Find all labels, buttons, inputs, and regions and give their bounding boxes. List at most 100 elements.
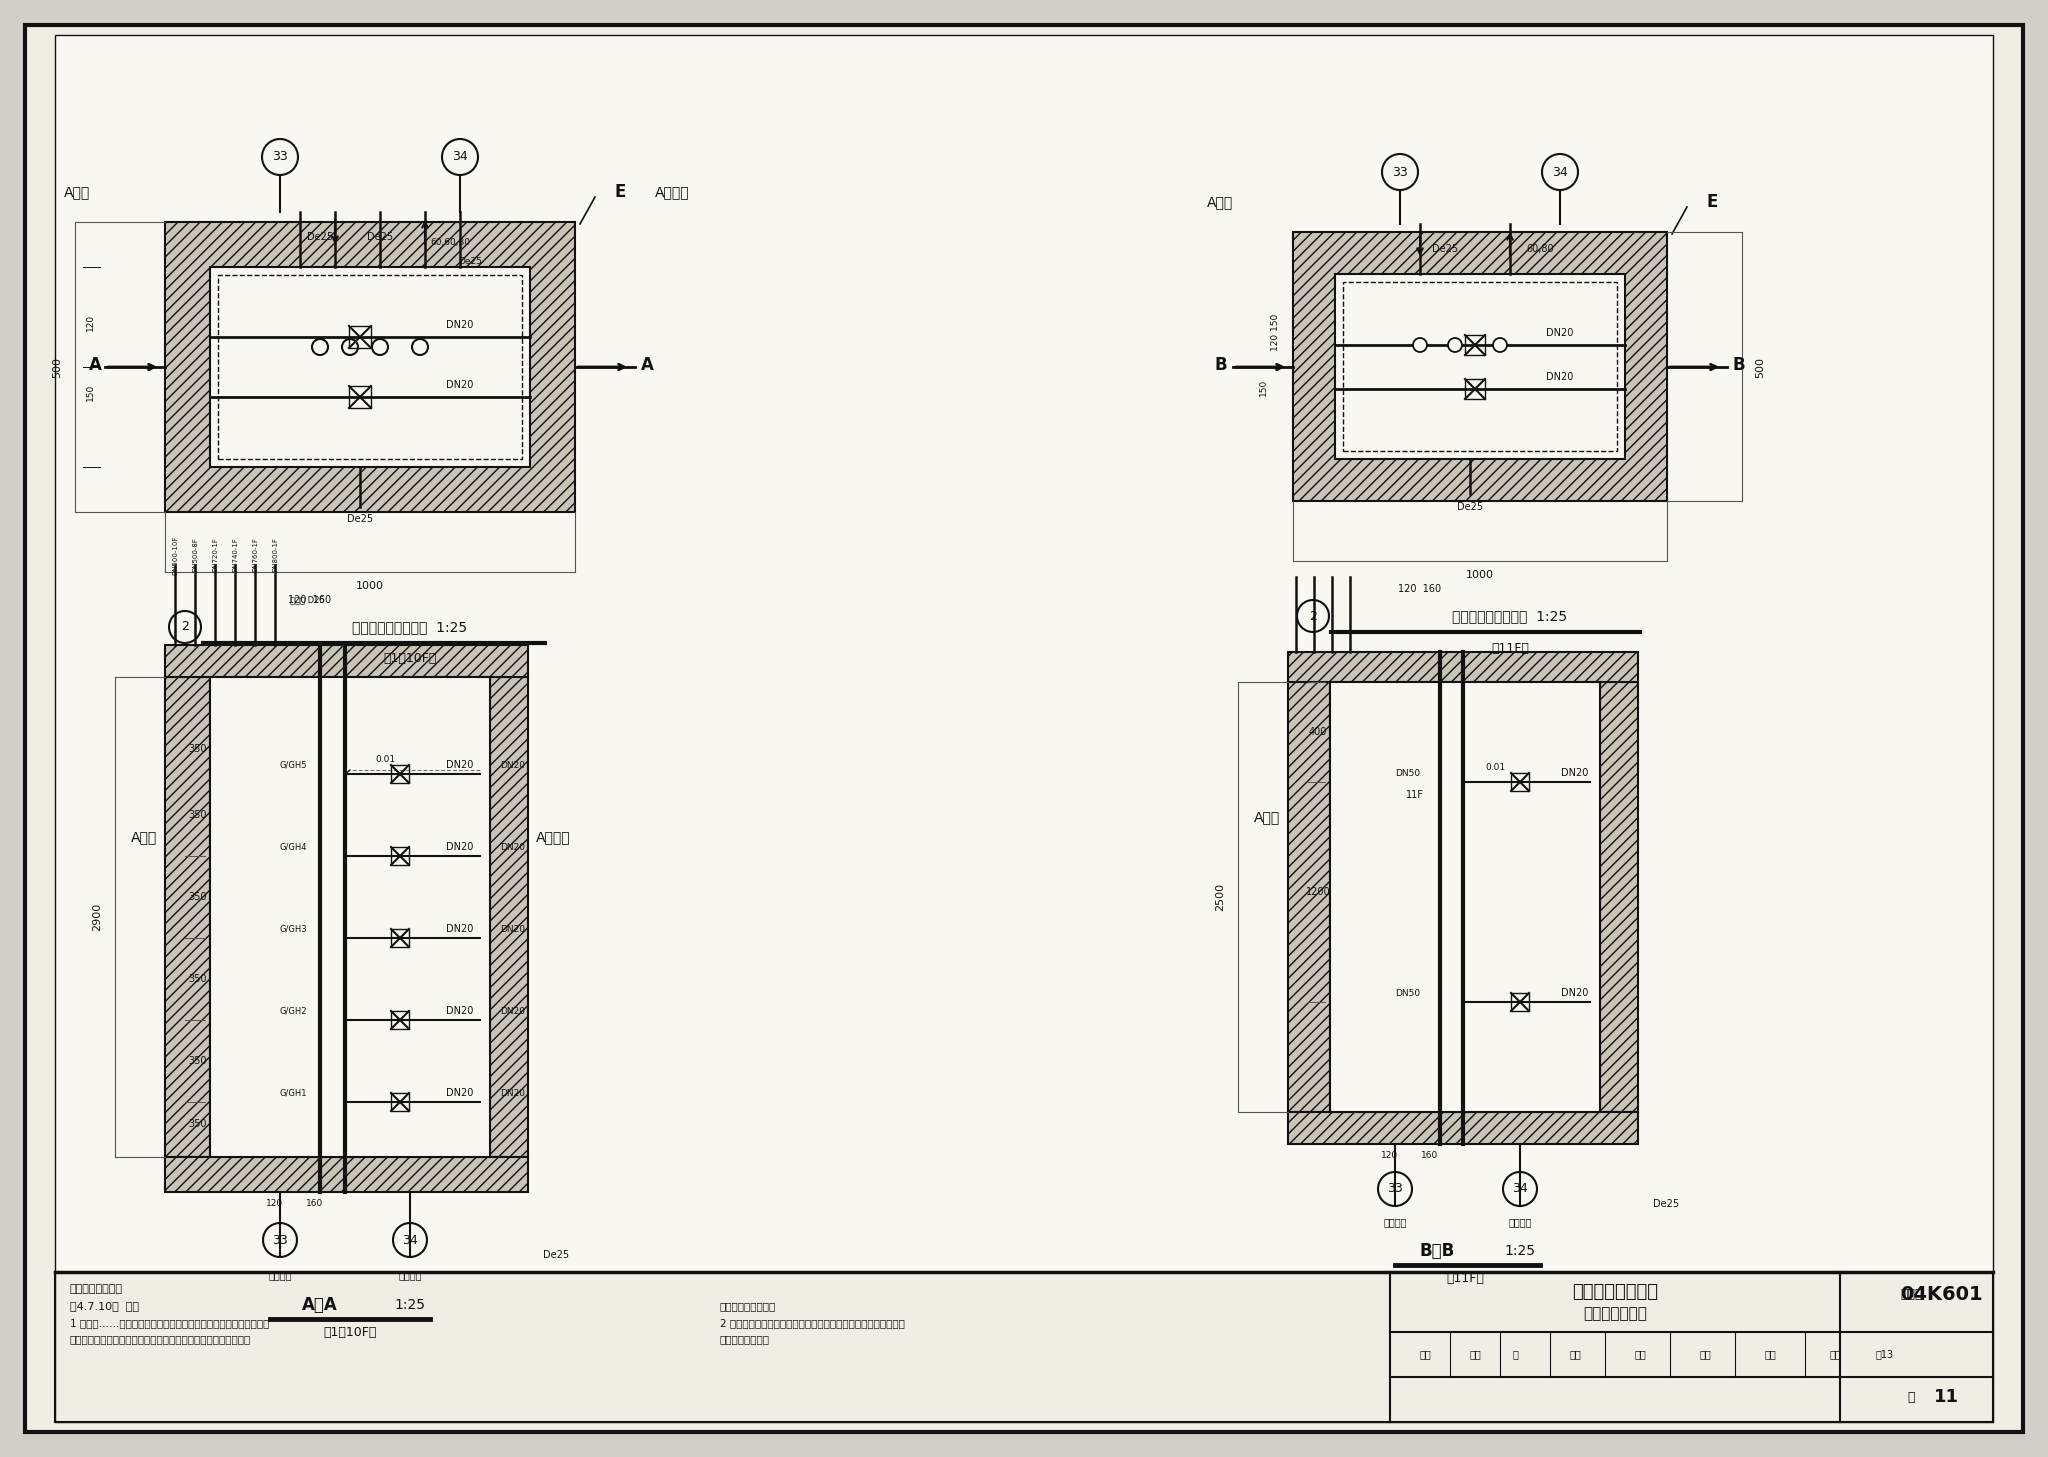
Text: G/GH1: G/GH1 bbox=[281, 1088, 307, 1097]
Text: DN20: DN20 bbox=[500, 925, 524, 934]
Bar bbox=[1511, 994, 1530, 1011]
Text: 供水立管: 供水立管 bbox=[1382, 1217, 1407, 1227]
Text: DN20: DN20 bbox=[1561, 768, 1589, 778]
Text: 住宅采暖管井详图: 住宅采暖管井详图 bbox=[1573, 1284, 1659, 1301]
Text: B: B bbox=[1214, 356, 1227, 374]
Text: 350: 350 bbox=[188, 1119, 207, 1129]
Text: 150: 150 bbox=[86, 383, 94, 401]
Text: De25: De25 bbox=[1432, 243, 1458, 254]
Bar bbox=[391, 1011, 410, 1029]
Text: 60,60,80: 60,60,80 bbox=[430, 237, 469, 246]
Text: 33: 33 bbox=[1393, 166, 1407, 179]
Text: 引加: 引加 bbox=[1700, 1349, 1710, 1359]
Text: 校对: 校对 bbox=[1569, 1349, 1581, 1359]
Bar bbox=[391, 765, 410, 782]
Text: De25: De25 bbox=[307, 232, 334, 242]
Text: 60,80: 60,80 bbox=[1526, 243, 1554, 254]
Bar bbox=[348, 326, 371, 348]
Text: （1－10F）: （1－10F） bbox=[383, 653, 436, 666]
Text: De25: De25 bbox=[367, 232, 393, 242]
Text: 审核: 审核 bbox=[1419, 1349, 1432, 1359]
Text: 120: 120 bbox=[86, 313, 94, 331]
Bar bbox=[211, 678, 489, 1157]
Text: 34: 34 bbox=[1511, 1183, 1528, 1196]
Text: De25: De25 bbox=[1456, 503, 1483, 511]
Text: （11F）: （11F） bbox=[1446, 1272, 1485, 1285]
Bar bbox=[166, 221, 575, 511]
Text: 34: 34 bbox=[401, 1234, 418, 1247]
Text: 2900: 2900 bbox=[92, 903, 102, 931]
Text: A反户型: A反户型 bbox=[655, 185, 690, 200]
Text: A户型: A户型 bbox=[63, 185, 90, 200]
Text: A反户型: A反户型 bbox=[537, 830, 571, 844]
Text: 1 采暖、……系统的各种设备及零部件施工安装，应注明采用的标准: 1 采暖、……系统的各种设备及零部件施工安装，应注明采用的标准 bbox=[70, 1319, 270, 1327]
Text: 160: 160 bbox=[307, 1199, 324, 1208]
Text: G/GH2: G/GH2 bbox=[281, 1007, 307, 1016]
Text: 王加: 王加 bbox=[1634, 1349, 1647, 1359]
Text: 1000: 1000 bbox=[1466, 570, 1493, 580]
Text: DN720-1F: DN720-1F bbox=[213, 538, 217, 573]
Text: DN20: DN20 bbox=[446, 761, 473, 769]
Text: B－B: B－B bbox=[1419, 1241, 1454, 1260]
Text: 120: 120 bbox=[266, 1199, 283, 1208]
Bar bbox=[489, 678, 528, 1157]
Text: B: B bbox=[1733, 356, 1745, 374]
Circle shape bbox=[1493, 338, 1507, 353]
Text: 34: 34 bbox=[453, 150, 467, 163]
Text: E: E bbox=[614, 184, 627, 201]
Bar bbox=[55, 35, 1993, 1272]
Text: 【深度规定条文】: 【深度规定条文】 bbox=[70, 1284, 123, 1294]
Text: 350: 350 bbox=[188, 973, 207, 983]
Circle shape bbox=[373, 339, 387, 356]
Text: 500: 500 bbox=[1755, 357, 1765, 377]
Text: 04K601: 04K601 bbox=[1901, 1285, 1982, 1304]
Text: 金氏: 金氏 bbox=[1829, 1349, 1841, 1359]
Text: 设计: 设计 bbox=[1763, 1349, 1776, 1359]
Bar bbox=[1335, 274, 1624, 459]
Text: DN50: DN50 bbox=[1395, 768, 1419, 778]
Text: DN760-1F: DN760-1F bbox=[252, 538, 258, 573]
Text: DN20: DN20 bbox=[1546, 328, 1573, 338]
Text: 2 简单的详图，可就图引出，给局部详图；制作详图或安装复杂的: 2 简单的详图，可就图引出，给局部详图；制作详图或安装复杂的 bbox=[721, 1319, 905, 1327]
Text: 350: 350 bbox=[188, 1056, 207, 1067]
Bar bbox=[1288, 651, 1638, 682]
Text: 笥4.7.10条  详图: 笥4.7.10条 详图 bbox=[70, 1301, 139, 1311]
Circle shape bbox=[1413, 338, 1427, 353]
Text: 2: 2 bbox=[1309, 609, 1317, 622]
Bar bbox=[1288, 682, 1329, 1112]
Text: DN800-1F: DN800-1F bbox=[272, 538, 279, 573]
Text: DN20: DN20 bbox=[500, 761, 524, 769]
Text: DN500-8F: DN500-8F bbox=[193, 538, 199, 573]
Text: 350: 350 bbox=[188, 745, 207, 755]
Text: A－A: A－A bbox=[303, 1295, 338, 1314]
Bar bbox=[348, 386, 371, 408]
Text: A: A bbox=[641, 356, 653, 374]
Text: 11: 11 bbox=[1933, 1389, 1960, 1406]
Bar bbox=[1464, 335, 1485, 356]
Text: 页: 页 bbox=[1909, 1391, 1915, 1405]
Text: 400: 400 bbox=[1309, 727, 1327, 737]
Text: 0.01: 0.01 bbox=[375, 756, 395, 765]
Text: 120  160: 120 160 bbox=[1399, 584, 1442, 594]
Text: G/GH4: G/GH4 bbox=[281, 842, 307, 851]
Text: 审: 审 bbox=[1511, 1349, 1518, 1359]
Text: （下分双管式）: （下分双管式） bbox=[1583, 1307, 1647, 1321]
Text: 共用立管管井放大图  1:25: 共用立管管井放大图 1:25 bbox=[1452, 609, 1567, 624]
Text: 120  160: 120 160 bbox=[289, 594, 332, 605]
Text: G/GH3: G/GH3 bbox=[281, 925, 307, 934]
Text: 160: 160 bbox=[1421, 1151, 1438, 1160]
Circle shape bbox=[412, 339, 428, 356]
Text: DN20: DN20 bbox=[500, 1007, 524, 1016]
Text: DN20: DN20 bbox=[1561, 988, 1589, 998]
Text: DN500-10F: DN500-10F bbox=[172, 535, 178, 574]
Text: 共用立管管井放大图  1:25: 共用立管管井放大图 1:25 bbox=[352, 621, 467, 634]
Text: De25: De25 bbox=[459, 258, 481, 267]
Text: 1200: 1200 bbox=[1307, 887, 1331, 898]
Bar bbox=[1288, 1112, 1638, 1144]
Bar bbox=[217, 275, 522, 459]
Text: 150: 150 bbox=[1260, 379, 1268, 396]
Text: A户型: A户型 bbox=[1206, 195, 1233, 208]
Bar bbox=[391, 930, 410, 947]
Text: 图集号: 图集号 bbox=[1901, 1288, 1923, 1301]
Text: 34: 34 bbox=[1552, 166, 1569, 179]
